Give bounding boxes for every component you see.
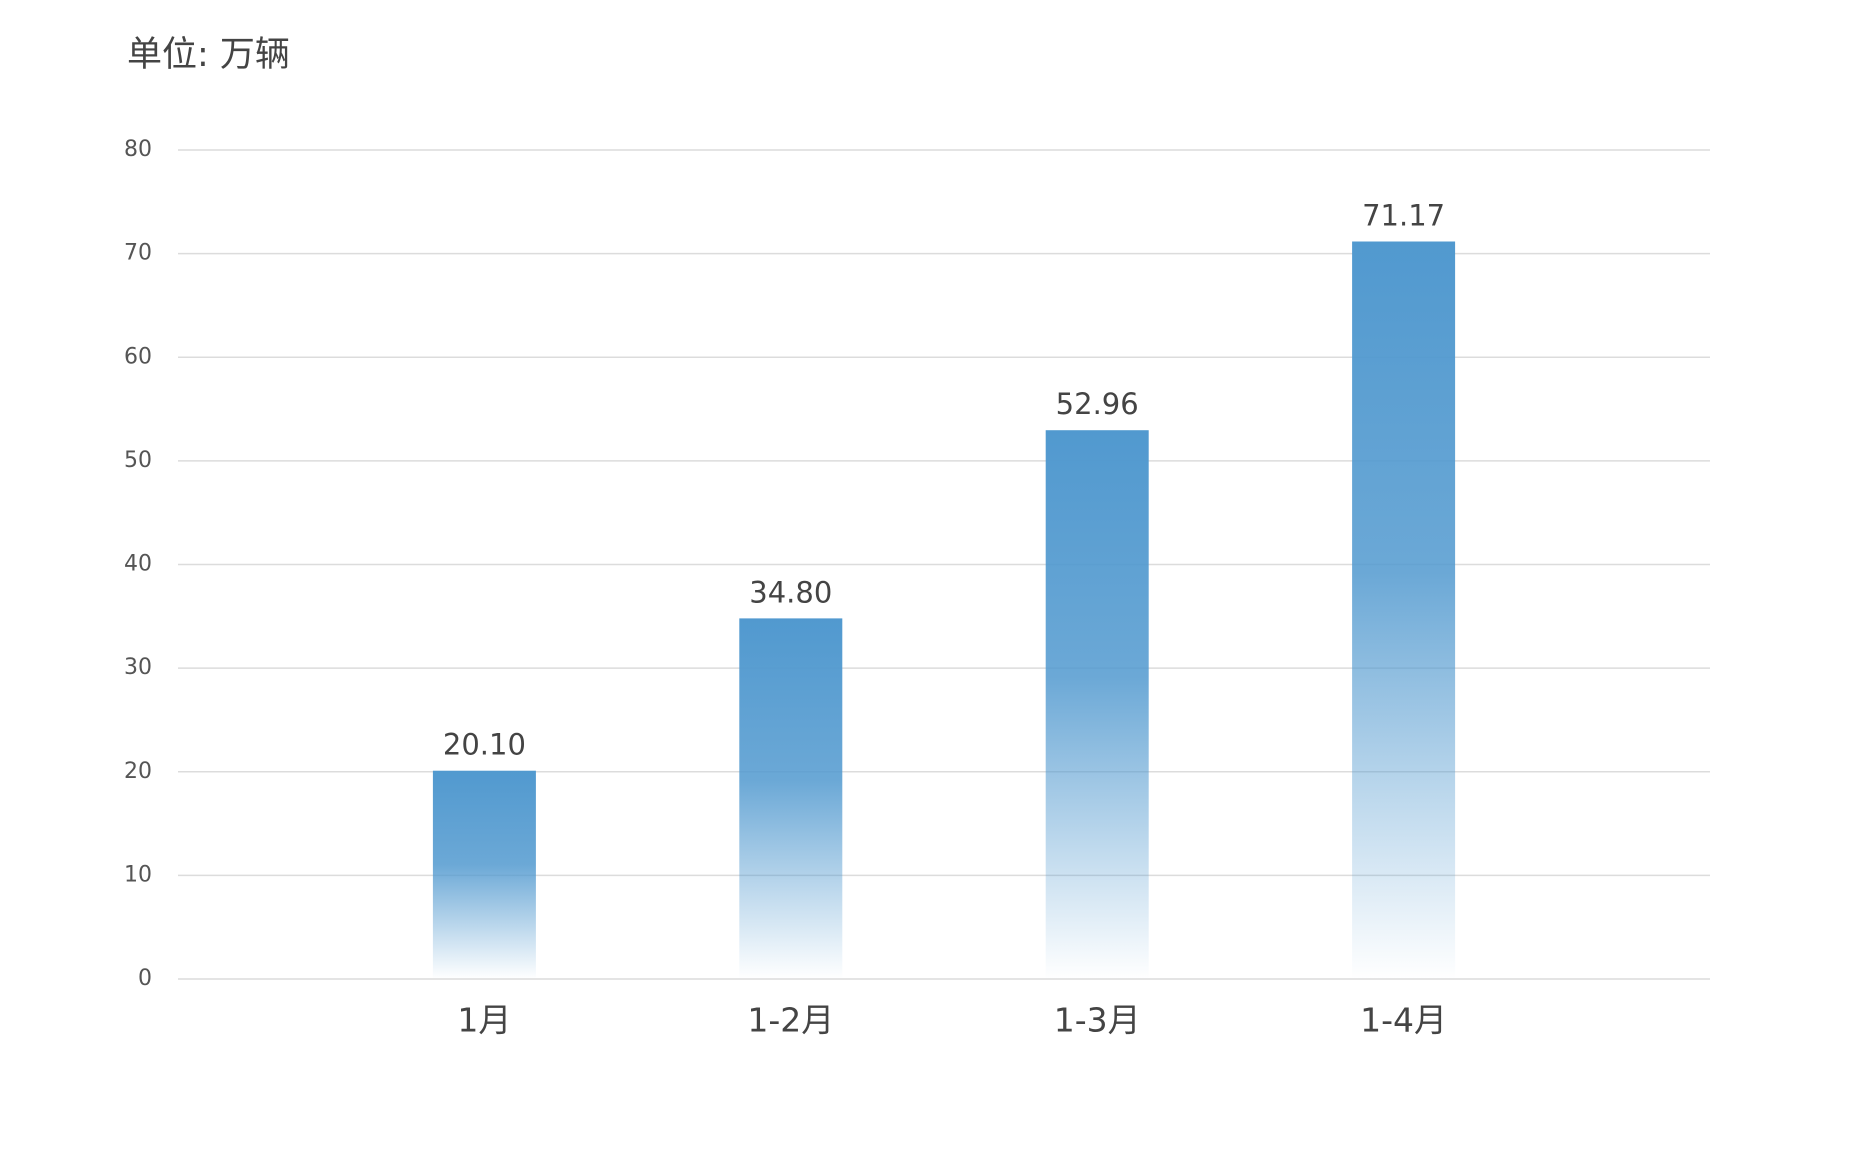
bar [1045,430,1149,979]
y-tick-label: 0 [138,966,152,991]
y-tick-label: 80 [124,137,152,162]
y-tick-label: 70 [124,241,152,266]
y-tick-label: 60 [124,344,152,369]
y-tick-label: 20 [124,759,152,784]
x-tick-label: 1-4月 [1360,1001,1447,1040]
x-tick-label: 1-3月 [1054,1001,1141,1040]
value-label: 52.96 [1056,387,1139,421]
value-label: 71.17 [1362,199,1445,233]
bar [432,770,536,979]
x-tick-label: 1月 [457,1001,511,1040]
y-tick-label: 10 [124,862,152,887]
chart-title: 单位: 万辆 [127,35,290,75]
y-tick-label: 50 [124,448,152,473]
value-label: 20.10 [443,728,526,762]
value-label: 34.80 [749,575,832,609]
y-tick-label: 30 [124,655,152,680]
bar [1352,241,1456,980]
y-tick-label: 40 [124,552,152,577]
x-tick-label: 1-2月 [747,1001,834,1040]
bar [739,618,843,979]
